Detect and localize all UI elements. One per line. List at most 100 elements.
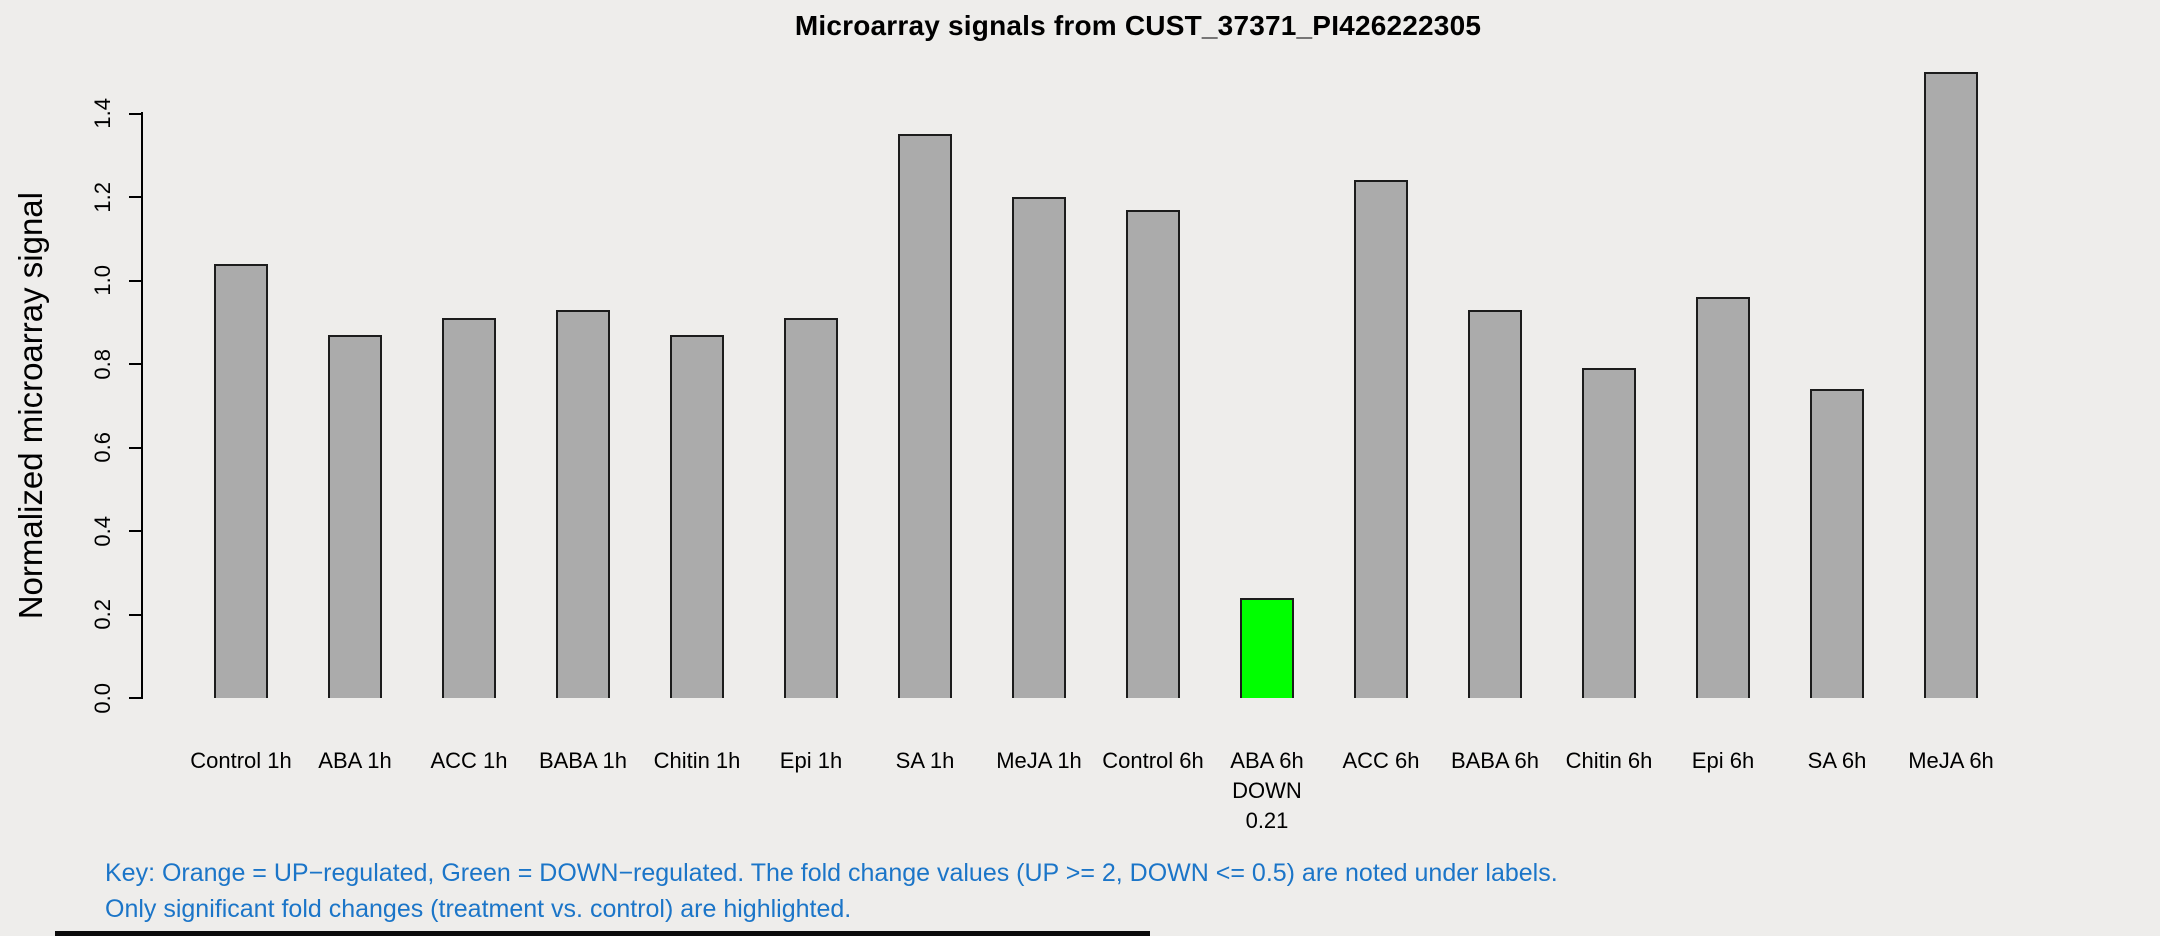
- bar-slot: [412, 0, 526, 698]
- bar-label: ABA 1h: [318, 748, 392, 773]
- bar-baba-1h: [556, 310, 610, 698]
- bar-label: Epi 6h: [1691, 748, 1755, 773]
- bar-slot: [184, 0, 298, 698]
- bar-sublabel-fold-change: 0.21: [1245, 808, 1289, 833]
- bar-sublabel-direction: DOWN: [1232, 778, 1302, 803]
- bar-aba-1h: [328, 335, 382, 698]
- y-tick-label-text: 0.4: [90, 515, 115, 547]
- bar-meja-6h: [1924, 72, 1978, 698]
- bar-chitin-6h: [1582, 368, 1636, 698]
- y-tick-label: 0.0: [88, 656, 118, 740]
- y-tick-label-text: 0.2: [90, 599, 115, 630]
- bar-label: SA 6h: [1807, 748, 1867, 773]
- bar-label: ACC 6h: [1342, 748, 1420, 773]
- bar-control-6h: [1126, 210, 1180, 698]
- bar-label: Epi 1h: [779, 748, 843, 773]
- bar-label: Chitin 1h: [653, 748, 741, 773]
- x-label-slot: Epi 6h: [1666, 698, 1780, 836]
- y-tick-label-text: 1.2: [90, 181, 115, 213]
- bar-slot: [1438, 0, 1552, 698]
- bar-acc-1h: [442, 318, 496, 698]
- y-tick-label: 1.4: [88, 72, 118, 156]
- y-tick-label-text: 1.4: [90, 98, 115, 129]
- y-axis-line: [141, 112, 143, 699]
- y-tick: [129, 446, 142, 449]
- y-tick: [129, 279, 142, 282]
- bottom-edge-line: [55, 931, 1150, 936]
- bar-slot: [1780, 0, 1894, 698]
- bar-slot: [1552, 0, 1666, 698]
- y-tick-label-text: 0.6: [90, 432, 115, 463]
- bar-label: ACC 1h: [430, 748, 508, 773]
- bar-label: BABA 1h: [538, 748, 628, 773]
- bar-slot: [868, 0, 982, 698]
- bar-aba-6h: [1240, 598, 1294, 698]
- bar-slot: [982, 0, 1096, 698]
- bar-slot: [526, 0, 640, 698]
- bar-meja-1h: [1012, 197, 1066, 698]
- x-label-slot: Control 1h: [184, 698, 298, 836]
- legend-key: Key: Orange = UP−regulated, Green = DOWN…: [105, 855, 1558, 927]
- bar-label: MeJA 6h: [1908, 748, 1994, 773]
- bar-label: MeJA 1h: [996, 748, 1082, 773]
- bar-epi-1h: [784, 318, 838, 698]
- x-label-slot: Chitin 6h: [1552, 698, 1666, 836]
- bar-label: Chitin 6h: [1565, 748, 1653, 773]
- bar-epi-6h: [1696, 297, 1750, 698]
- bar-slot: [1210, 0, 1324, 698]
- bar-slot: [1324, 0, 1438, 698]
- bar-slot: [754, 0, 868, 698]
- bar-control-1h: [214, 264, 268, 698]
- y-tick-label-text: 0.0: [90, 682, 115, 714]
- bar-slot: [298, 0, 412, 698]
- x-label-slot: MeJA 1h: [982, 698, 1096, 836]
- x-axis-labels: Control 1h ABA 1h ACC 1h BABA 1h Chitin 1h Ep…: [184, 698, 2008, 836]
- x-label-slot: ACC 6h: [1324, 698, 1438, 836]
- bar-label: Control 1h: [190, 748, 292, 773]
- y-tick-label: 1.0: [88, 239, 118, 323]
- bar-slot: [1096, 0, 1210, 698]
- y-tick-label: 0.6: [88, 406, 118, 490]
- bar-sa-1h: [898, 134, 952, 698]
- x-label-slot: SA 6h: [1780, 698, 1894, 836]
- y-axis-title-text: Normalized microarray signal: [12, 192, 49, 620]
- y-tick-label-text: 1.0: [90, 265, 115, 296]
- bar-label: Control 6h: [1102, 748, 1204, 773]
- y-tick: [129, 697, 142, 699]
- key-line-2: Only significant fold changes (treatment…: [105, 895, 852, 923]
- y-tick-label: 0.8: [88, 322, 118, 406]
- bar-acc-6h: [1354, 180, 1408, 698]
- x-label-slot: ABA 1h: [298, 698, 412, 836]
- bar-chitin-1h: [670, 335, 724, 698]
- y-tick-label-text: 0.8: [90, 348, 115, 380]
- y-tick: [129, 112, 142, 115]
- bar-slot: [1666, 0, 1780, 698]
- x-label-slot: ABA 6h DOWN 0.21: [1210, 698, 1324, 836]
- bar-label: SA 1h: [895, 748, 955, 773]
- bar-sa-6h: [1810, 389, 1864, 698]
- y-tick: [129, 363, 142, 365]
- x-label-slot: MeJA 6h: [1894, 698, 2008, 836]
- y-tick-label: 0.2: [88, 573, 118, 657]
- x-label-slot: ACC 1h: [412, 698, 526, 836]
- x-label-slot: BABA 1h: [526, 698, 640, 836]
- x-label-slot: Control 6h: [1096, 698, 1210, 836]
- bars-area: [184, 0, 2008, 698]
- bar-slot: [1894, 0, 2008, 698]
- x-label-slot: Epi 1h: [754, 698, 868, 836]
- y-tick-label: 0.4: [88, 489, 118, 573]
- y-tick: [129, 613, 142, 616]
- y-tick-label: 1.2: [88, 155, 118, 239]
- y-axis-title: Normalized microarray signal: [8, 113, 54, 699]
- x-label-slot: BABA 6h: [1438, 698, 1552, 836]
- y-tick: [129, 196, 142, 198]
- chart-title: Microarray signals from CUST_37371_PI426…: [794, 10, 1482, 41]
- bar-label: BABA 6h: [1450, 748, 1540, 773]
- bar-baba-6h: [1468, 310, 1522, 698]
- x-label-slot: Chitin 1h: [640, 698, 754, 836]
- bar-label: ABA 6h: [1230, 748, 1304, 773]
- key-line-1: Key: Orange = UP−regulated, Green = DOWN…: [105, 859, 1558, 887]
- y-tick: [129, 530, 142, 532]
- x-label-slot: SA 1h: [868, 698, 982, 836]
